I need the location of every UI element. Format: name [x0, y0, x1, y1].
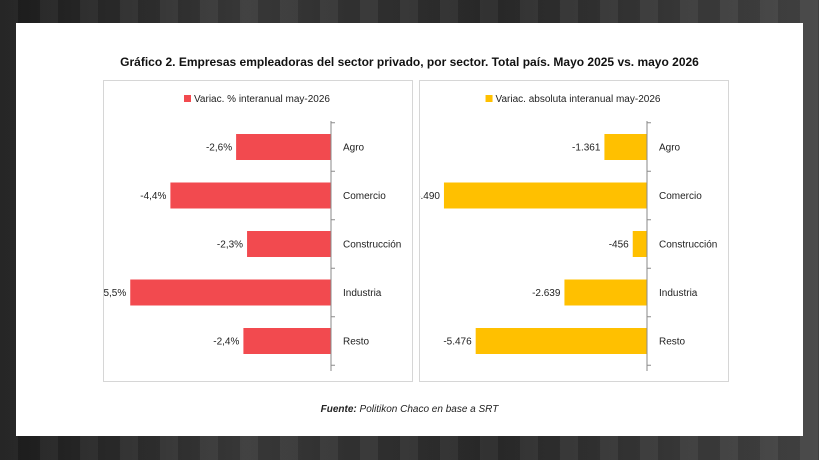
- bar-industria: [564, 279, 647, 306]
- category-label-comercio: Comercio: [659, 191, 702, 202]
- legend-swatch: [184, 95, 191, 102]
- data-label-industria: -5,5%: [104, 288, 126, 299]
- bar-resto: [243, 328, 331, 354]
- data-label-industria: -2.639: [532, 288, 561, 299]
- legend-label: Variac. absoluta interanual may-2026: [496, 94, 661, 105]
- bar-construccion: [632, 231, 647, 257]
- bar-construccion: [247, 231, 331, 257]
- bar-agro: [236, 134, 331, 160]
- category-label-agro: Agro: [659, 143, 681, 154]
- chart-title: Gráfico 2. Empresas empleadoras del sect…: [120, 55, 699, 69]
- data-label-comercio: -4,4%: [140, 191, 166, 202]
- category-label-resto: Resto: [659, 337, 686, 348]
- bar-resto: [475, 328, 647, 354]
- data-label-resto: -5.476: [443, 337, 472, 348]
- legend-label: Variac. % interanual may-2026: [194, 94, 330, 105]
- data-label-construccion: -2,3%: [217, 240, 243, 251]
- category-label-industria: Industria: [343, 288, 382, 299]
- category-label-industria: Industria: [659, 288, 698, 299]
- source-text: Politikon Chaco en base a SRT: [356, 404, 499, 415]
- chart-panel-absolute: Variac. absoluta interanual may-2026 -1.3…: [419, 80, 729, 382]
- bar-industria: [130, 279, 331, 306]
- data-label-agro: -2,6%: [206, 143, 232, 154]
- bar-comercio: [170, 182, 331, 209]
- category-label-agro: Agro: [343, 143, 365, 154]
- percent-bar-chart: Variac. % interanual may-2026 -2,6% Agro -4…: [104, 94, 401, 371]
- chart-panel-percent: Variac. % interanual may-2026 -2,6% Agro -4…: [103, 80, 413, 382]
- data-label-resto: -2,4%: [213, 337, 239, 348]
- data-label-comercio: -6.490: [420, 191, 440, 202]
- category-label-comercio: Comercio: [343, 191, 386, 202]
- category-label-construccion: Construcción: [659, 240, 717, 251]
- source-label: Fuente:: [320, 404, 357, 415]
- data-label-agro: -1.361: [572, 143, 601, 154]
- bar-agro: [604, 134, 647, 160]
- category-label-construccion: Construcción: [343, 240, 401, 251]
- legend-swatch: [485, 95, 493, 102]
- bar-comercio: [443, 182, 647, 209]
- data-label-construccion: -456: [609, 240, 629, 251]
- chart-card: Gráfico 2. Empresas empleadoras del sect…: [16, 23, 803, 436]
- source-note: Fuente: Politikon Chaco en base a SRT: [16, 404, 803, 415]
- category-label-resto: Resto: [343, 337, 370, 348]
- absolute-bar-chart: Variac. absoluta interanual may-2026 -1.3…: [420, 94, 717, 371]
